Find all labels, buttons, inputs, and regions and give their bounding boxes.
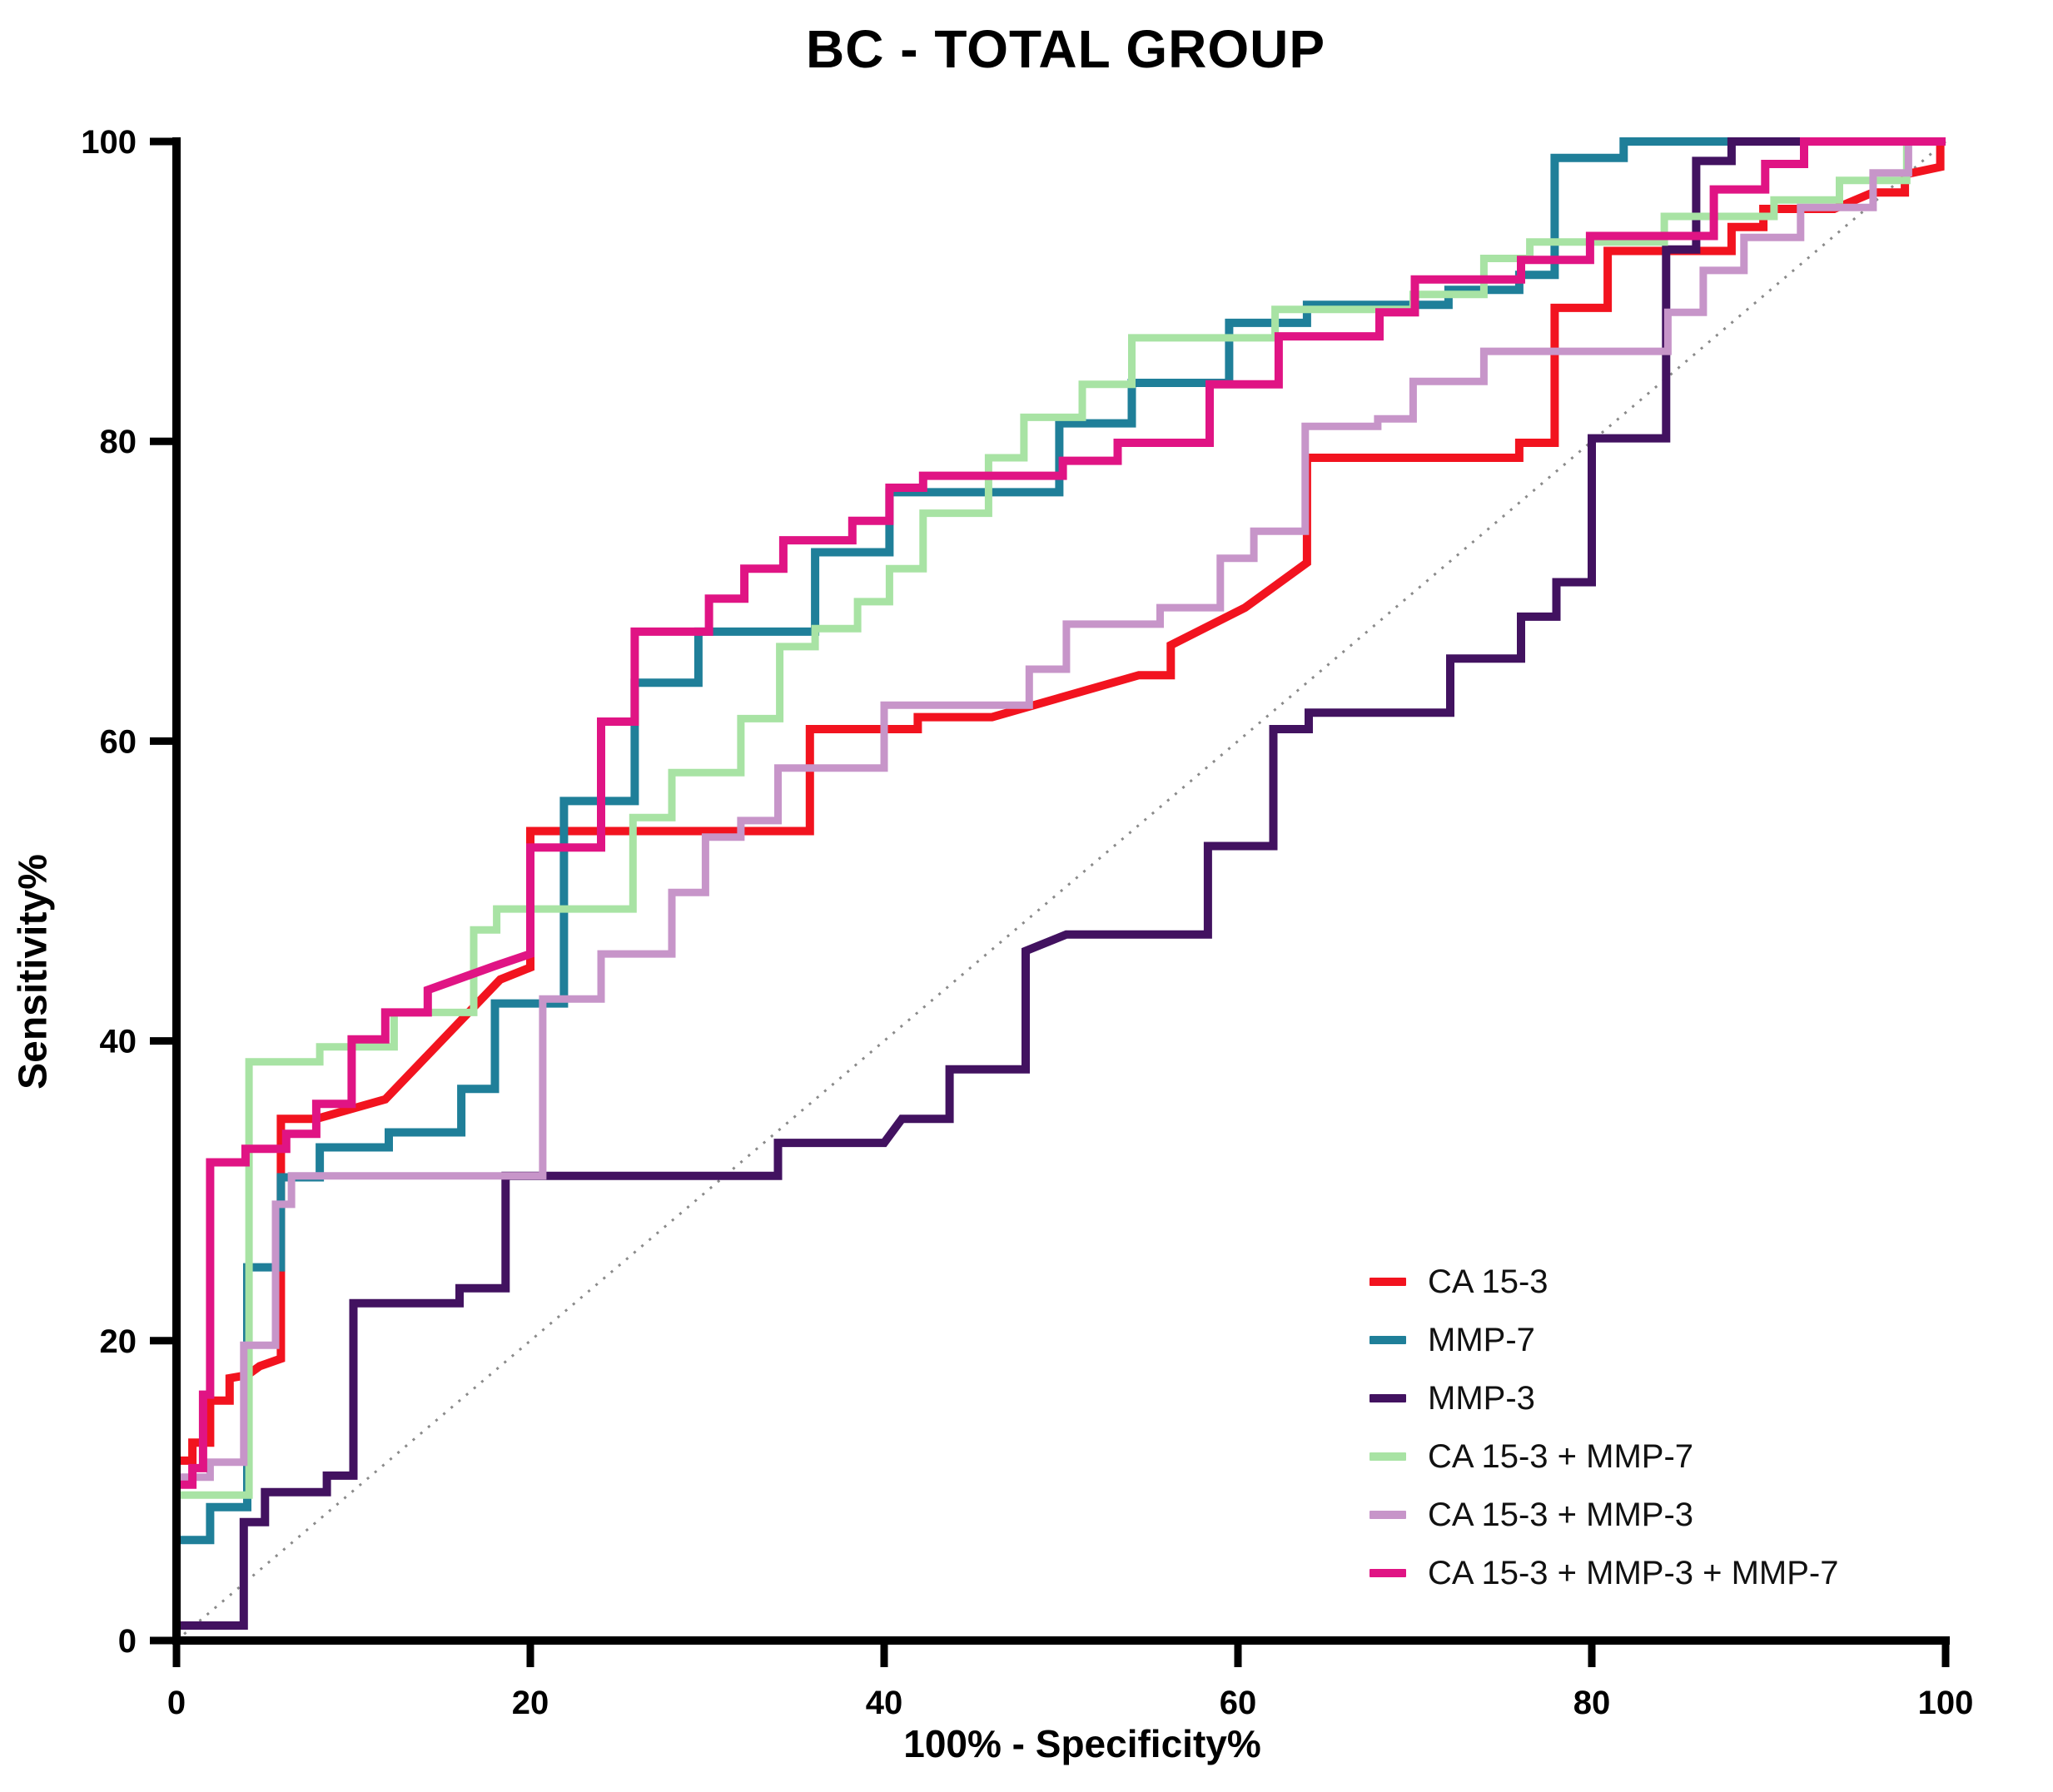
legend-label: MMP-7: [1428, 1321, 1535, 1358]
legend-swatch-icon: [1369, 1336, 1406, 1344]
legend-swatch-icon: [1369, 1452, 1406, 1461]
legend-label: CA 15-3: [1428, 1263, 1548, 1300]
chart-legend: CA 15-3 MMP-7 MMP-3 CA 15-3 + MMP-7 CA 15-3 …: [1369, 1253, 1838, 1602]
x-tick-label: 80: [1573, 1685, 1611, 1721]
reference-diagonal-line: [176, 140, 1946, 1642]
legend-item-1: CA 15-3: [1369, 1253, 1838, 1311]
y-tick-label: 60: [100, 723, 137, 760]
legend-label: CA 15-3 + MMP-3 + MMP-7: [1428, 1554, 1839, 1591]
legend-swatch-icon: [1369, 1278, 1406, 1286]
legend-item-6: CA 15-3 + MMP-3 + MMP-7: [1369, 1544, 1838, 1602]
x-axis-label: 100% - Specificity%: [903, 1722, 1261, 1765]
y-tick-label: 100: [81, 124, 137, 161]
y-tick-label: 40: [100, 1024, 137, 1060]
roc-curve-ca-15-3-mmp-3: [172, 137, 1946, 1641]
legend-label: MMP-3: [1428, 1379, 1535, 1417]
x-tick-label: 20: [512, 1685, 549, 1721]
legend-item-5: CA 15-3 + MMP-3: [1369, 1486, 1838, 1544]
legend-label: CA 15-3 + MMP-7: [1428, 1437, 1694, 1475]
legend-item-4: CA 15-3 + MMP-7: [1369, 1427, 1838, 1486]
roc-curve-mmp-3: [172, 137, 1946, 1641]
x-tick-label: 100: [1918, 1685, 1974, 1721]
x-tick-label: 40: [866, 1685, 903, 1721]
legend-item-3: MMP-3: [1369, 1369, 1838, 1427]
legend-label: CA 15-3 + MMP-3: [1428, 1496, 1694, 1533]
legend-item-2: MMP-7: [1369, 1311, 1838, 1369]
legend-swatch-icon: [1369, 1569, 1406, 1577]
roc-curve-ca-15-3-mmp-7: [172, 137, 1946, 1641]
roc-curve-ca-15-3-mmp-3-mmp-7: [172, 137, 1946, 1641]
legend-swatch-icon: [1369, 1511, 1406, 1519]
y-tick-label: 80: [100, 424, 137, 460]
x-tick-label: 60: [1220, 1685, 1257, 1721]
legend-swatch-icon: [1369, 1394, 1406, 1402]
y-tick-label: 20: [100, 1323, 137, 1360]
chart-title: BC - TOTAL GROUP: [806, 19, 1325, 79]
y-tick-label: 0: [118, 1623, 137, 1660]
x-tick-label: 0: [167, 1685, 186, 1721]
